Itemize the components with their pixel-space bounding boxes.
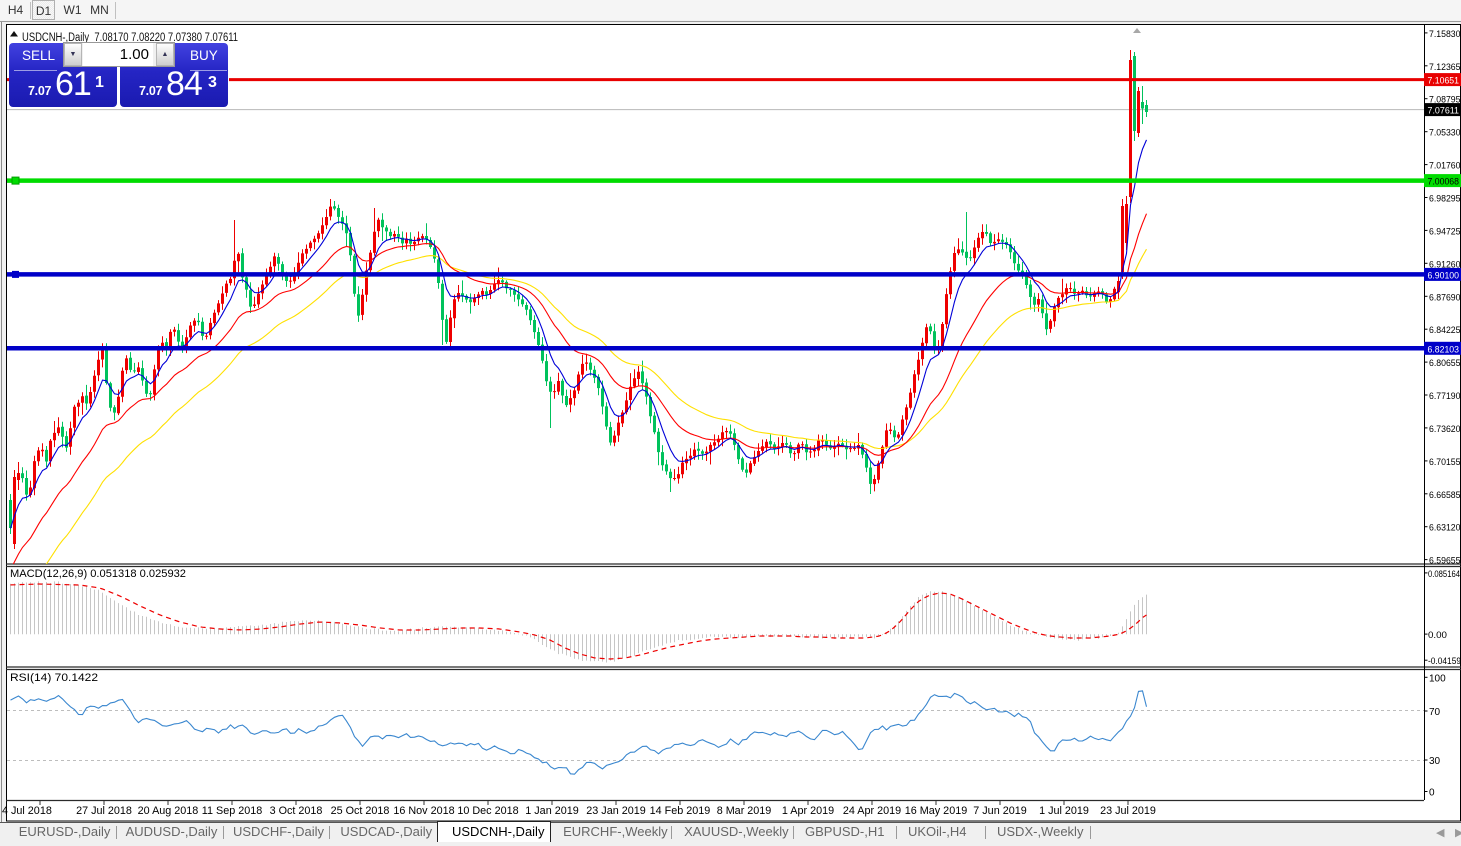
svg-text:6.94725: 6.94725 (1429, 226, 1461, 237)
svg-text:100: 100 (1429, 673, 1446, 684)
svg-text:1 Jan 2019: 1 Jan 2019 (525, 805, 578, 817)
svg-text:16 May 2019: 16 May 2019 (905, 805, 967, 817)
svg-text:6.91260: 6.91260 (1429, 259, 1461, 270)
svg-text:6.63120: 6.63120 (1429, 523, 1461, 534)
svg-text:0: 0 (1429, 788, 1435, 799)
svg-text:1 Apr 2019: 1 Apr 2019 (782, 805, 834, 817)
svg-text:10 Dec 2018: 10 Dec 2018 (457, 805, 518, 817)
svg-text:USDCNH-,Daily 7.08170 7.08220: USDCNH-,Daily 7.08170 7.08220 7.07380 7.… (22, 32, 238, 44)
svg-text:MACD(12,26,9) 0.051318 0.02593: MACD(12,26,9) 0.051318 0.025932 (10, 568, 186, 580)
svg-text:14 Feb 2019: 14 Feb 2019 (650, 805, 711, 817)
svg-text:27 Jul 2018: 27 Jul 2018 (76, 805, 132, 817)
svg-text:20 Aug 2018: 20 Aug 2018 (138, 805, 199, 817)
svg-text:6.80655: 6.80655 (1429, 358, 1461, 369)
svg-text:6.73620: 6.73620 (1429, 424, 1461, 435)
svg-text:4 Jul 2018: 4 Jul 2018 (2, 805, 52, 817)
svg-text:6.82103: 6.82103 (1428, 344, 1460, 355)
svg-text:7 Jun 2019: 7 Jun 2019 (973, 805, 1026, 817)
svg-text:23 Jan 2019: 23 Jan 2019 (586, 805, 645, 817)
svg-text:7.15830: 7.15830 (1429, 29, 1461, 40)
svg-text:70: 70 (1429, 707, 1441, 718)
svg-text:7.08795: 7.08795 (1429, 95, 1461, 106)
svg-text:6.59655: 6.59655 (1429, 556, 1461, 567)
svg-text:1 Jul 2019: 1 Jul 2019 (1039, 805, 1089, 817)
svg-text:6.66585: 6.66585 (1429, 490, 1461, 501)
svg-text:7.12365: 7.12365 (1429, 62, 1461, 73)
svg-text:8 Mar 2019: 8 Mar 2019 (717, 805, 772, 817)
svg-text:6.84225: 6.84225 (1429, 325, 1461, 336)
svg-text:7.05330: 7.05330 (1429, 128, 1461, 139)
svg-text:3 Oct 2018: 3 Oct 2018 (270, 805, 323, 817)
svg-text:7.07611: 7.07611 (1428, 106, 1460, 117)
svg-text:0.085164: 0.085164 (1428, 569, 1461, 580)
svg-text:0.00: 0.00 (1428, 630, 1447, 641)
svg-text:7.10651: 7.10651 (1428, 76, 1460, 87)
svg-text:11 Sep 2018: 11 Sep 2018 (202, 805, 262, 817)
svg-text:-0.04159: -0.04159 (1428, 656, 1461, 667)
svg-text:25 Oct 2018: 25 Oct 2018 (331, 805, 390, 817)
svg-text:6.87690: 6.87690 (1429, 292, 1461, 303)
svg-text:24 Apr 2019: 24 Apr 2019 (843, 805, 901, 817)
svg-text:6.77190: 6.77190 (1429, 391, 1461, 402)
svg-text:6.98295: 6.98295 (1429, 194, 1461, 205)
svg-text:23 Jul 2019: 23 Jul 2019 (1100, 805, 1156, 817)
svg-text:6.70155: 6.70155 (1429, 457, 1461, 468)
svg-text:30: 30 (1429, 756, 1441, 767)
svg-text:RSI(14) 70.1422: RSI(14) 70.1422 (10, 672, 98, 684)
svg-text:7.00068: 7.00068 (1428, 177, 1460, 188)
svg-text:16 Nov 2018: 16 Nov 2018 (393, 805, 454, 817)
svg-text:6.90100: 6.90100 (1428, 270, 1460, 281)
svg-text:7.01760: 7.01760 (1429, 161, 1461, 172)
